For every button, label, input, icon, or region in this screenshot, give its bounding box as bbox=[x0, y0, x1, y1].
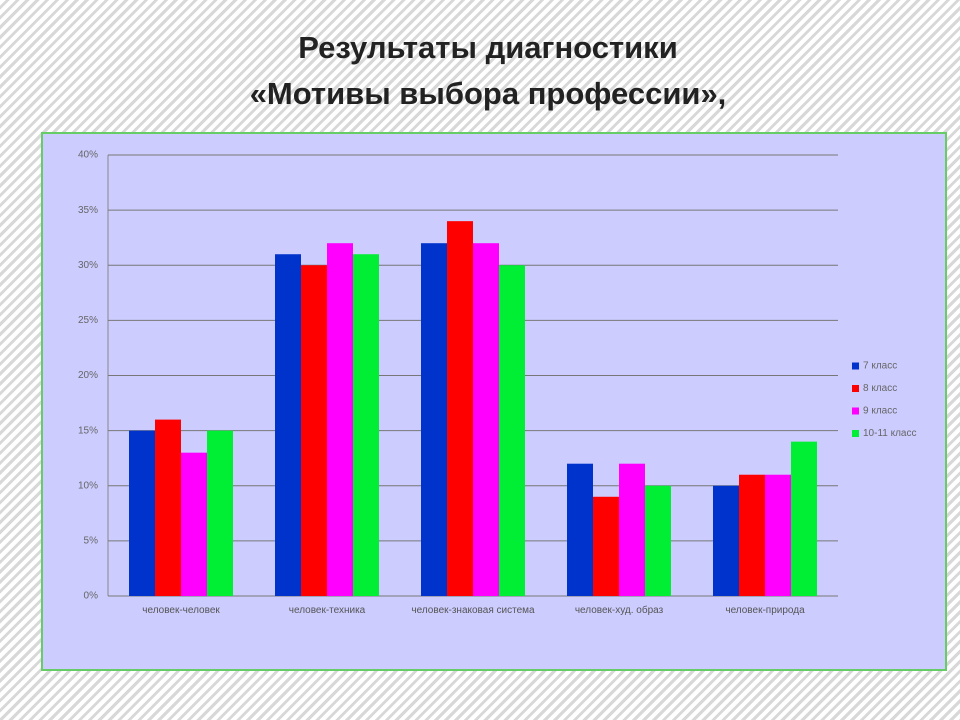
x-tick-label: человек-знаковая система bbox=[411, 605, 535, 616]
y-tick-label: 15% bbox=[78, 425, 98, 436]
legend-swatch bbox=[852, 407, 859, 415]
legend-label: 7 класс bbox=[863, 361, 897, 372]
legend-label: 8 класс bbox=[863, 383, 897, 394]
legend-label: 9 класс bbox=[863, 406, 897, 417]
x-tick-label: человек-техника bbox=[288, 605, 366, 616]
x-tick-label: человек-человек bbox=[142, 605, 220, 616]
bar bbox=[593, 496, 619, 596]
legend-swatch bbox=[852, 385, 859, 392]
bar bbox=[155, 419, 181, 596]
legend-swatch bbox=[852, 362, 859, 370]
bar bbox=[447, 221, 473, 596]
bar bbox=[473, 243, 499, 596]
bar bbox=[129, 430, 155, 596]
y-tick-label: 0% bbox=[84, 591, 99, 602]
legend-label: 10-11 класс bbox=[863, 428, 917, 439]
y-tick-label: 25% bbox=[78, 315, 98, 326]
bar bbox=[499, 265, 525, 596]
x-tick-label: человек-природа bbox=[725, 605, 805, 616]
y-tick-label: 10% bbox=[78, 480, 98, 491]
bar bbox=[567, 463, 593, 596]
bar bbox=[353, 254, 379, 596]
bar bbox=[301, 265, 327, 596]
bar bbox=[421, 243, 447, 596]
bar bbox=[739, 474, 765, 596]
chart-subtitle: «Мотивы выбора профессии», bbox=[250, 76, 727, 111]
bar bbox=[713, 485, 739, 596]
y-tick-label: 35% bbox=[78, 205, 98, 216]
bar bbox=[619, 463, 645, 596]
y-tick-label: 40% bbox=[78, 150, 98, 161]
y-tick-label: 30% bbox=[78, 260, 98, 271]
y-tick-label: 20% bbox=[78, 370, 98, 381]
bar bbox=[275, 254, 301, 596]
x-tick-label: человек-худ. образ bbox=[574, 605, 664, 616]
bar bbox=[645, 485, 671, 596]
bar bbox=[327, 243, 353, 596]
bar bbox=[207, 430, 233, 596]
bar bbox=[765, 474, 791, 596]
bar bbox=[181, 452, 207, 596]
chart-title: Результаты диагностики bbox=[298, 30, 678, 65]
y-tick-label: 5% bbox=[84, 536, 99, 547]
legend-swatch bbox=[852, 430, 859, 437]
bar bbox=[791, 441, 817, 596]
